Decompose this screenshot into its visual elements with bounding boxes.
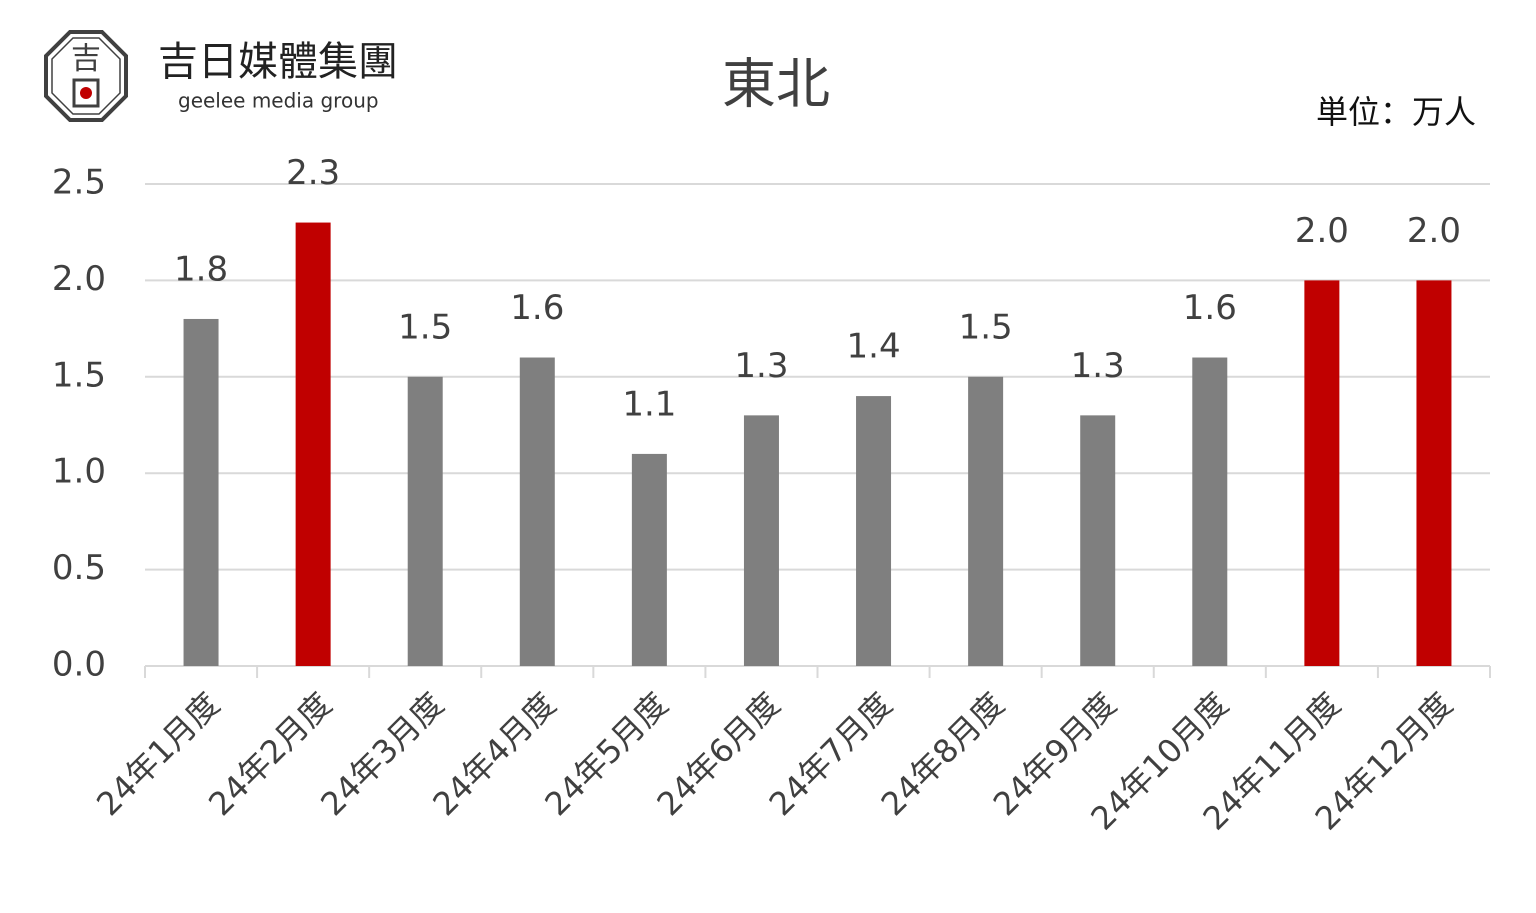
bar xyxy=(1080,415,1116,666)
value-label: 1.5 xyxy=(959,307,1013,347)
bar xyxy=(519,357,555,666)
value-label: 1.5 xyxy=(398,307,452,347)
logo-box xyxy=(72,78,100,108)
bar xyxy=(856,396,892,666)
value-label: 2.0 xyxy=(1295,211,1349,251)
bar xyxy=(407,376,443,666)
y-tick-label: 1.0 xyxy=(52,452,106,492)
logo: 吉 吉日媒體集團 geelee media group xyxy=(44,30,398,122)
y-tick-label: 0.0 xyxy=(52,645,106,685)
value-label: 1.3 xyxy=(734,346,788,386)
bar xyxy=(631,453,667,666)
value-label: 1.4 xyxy=(847,327,901,367)
logo-name: 吉日媒體集團 xyxy=(158,39,398,85)
bar xyxy=(1304,280,1340,666)
bar xyxy=(295,222,331,666)
bar xyxy=(743,415,779,666)
y-tick-label: 2.5 xyxy=(52,163,106,203)
chart-title: 東北 xyxy=(722,53,830,116)
bar xyxy=(968,376,1004,666)
value-label: 1.6 xyxy=(1183,288,1237,328)
unit-label: 単位：万人 xyxy=(1316,93,1476,131)
logo-mark: 吉 xyxy=(71,42,101,77)
value-label: 1.3 xyxy=(1071,346,1125,386)
value-label: 1.6 xyxy=(510,288,564,328)
y-tick-label: 1.5 xyxy=(52,355,106,395)
y-tick-label: 0.5 xyxy=(52,548,106,588)
bar xyxy=(183,318,219,666)
bar xyxy=(1192,357,1228,666)
value-label: 2.3 xyxy=(286,153,340,193)
logo-octagon xyxy=(44,30,128,122)
logo-inner xyxy=(51,37,121,115)
value-label: 1.1 xyxy=(622,384,676,424)
value-label: 1.8 xyxy=(174,249,228,289)
bar xyxy=(1416,280,1452,666)
value-label: 2.0 xyxy=(1407,211,1461,251)
y-tick-label: 2.0 xyxy=(52,259,106,299)
logo-tagline: geelee media group xyxy=(178,89,379,113)
logo-dot xyxy=(80,87,92,99)
